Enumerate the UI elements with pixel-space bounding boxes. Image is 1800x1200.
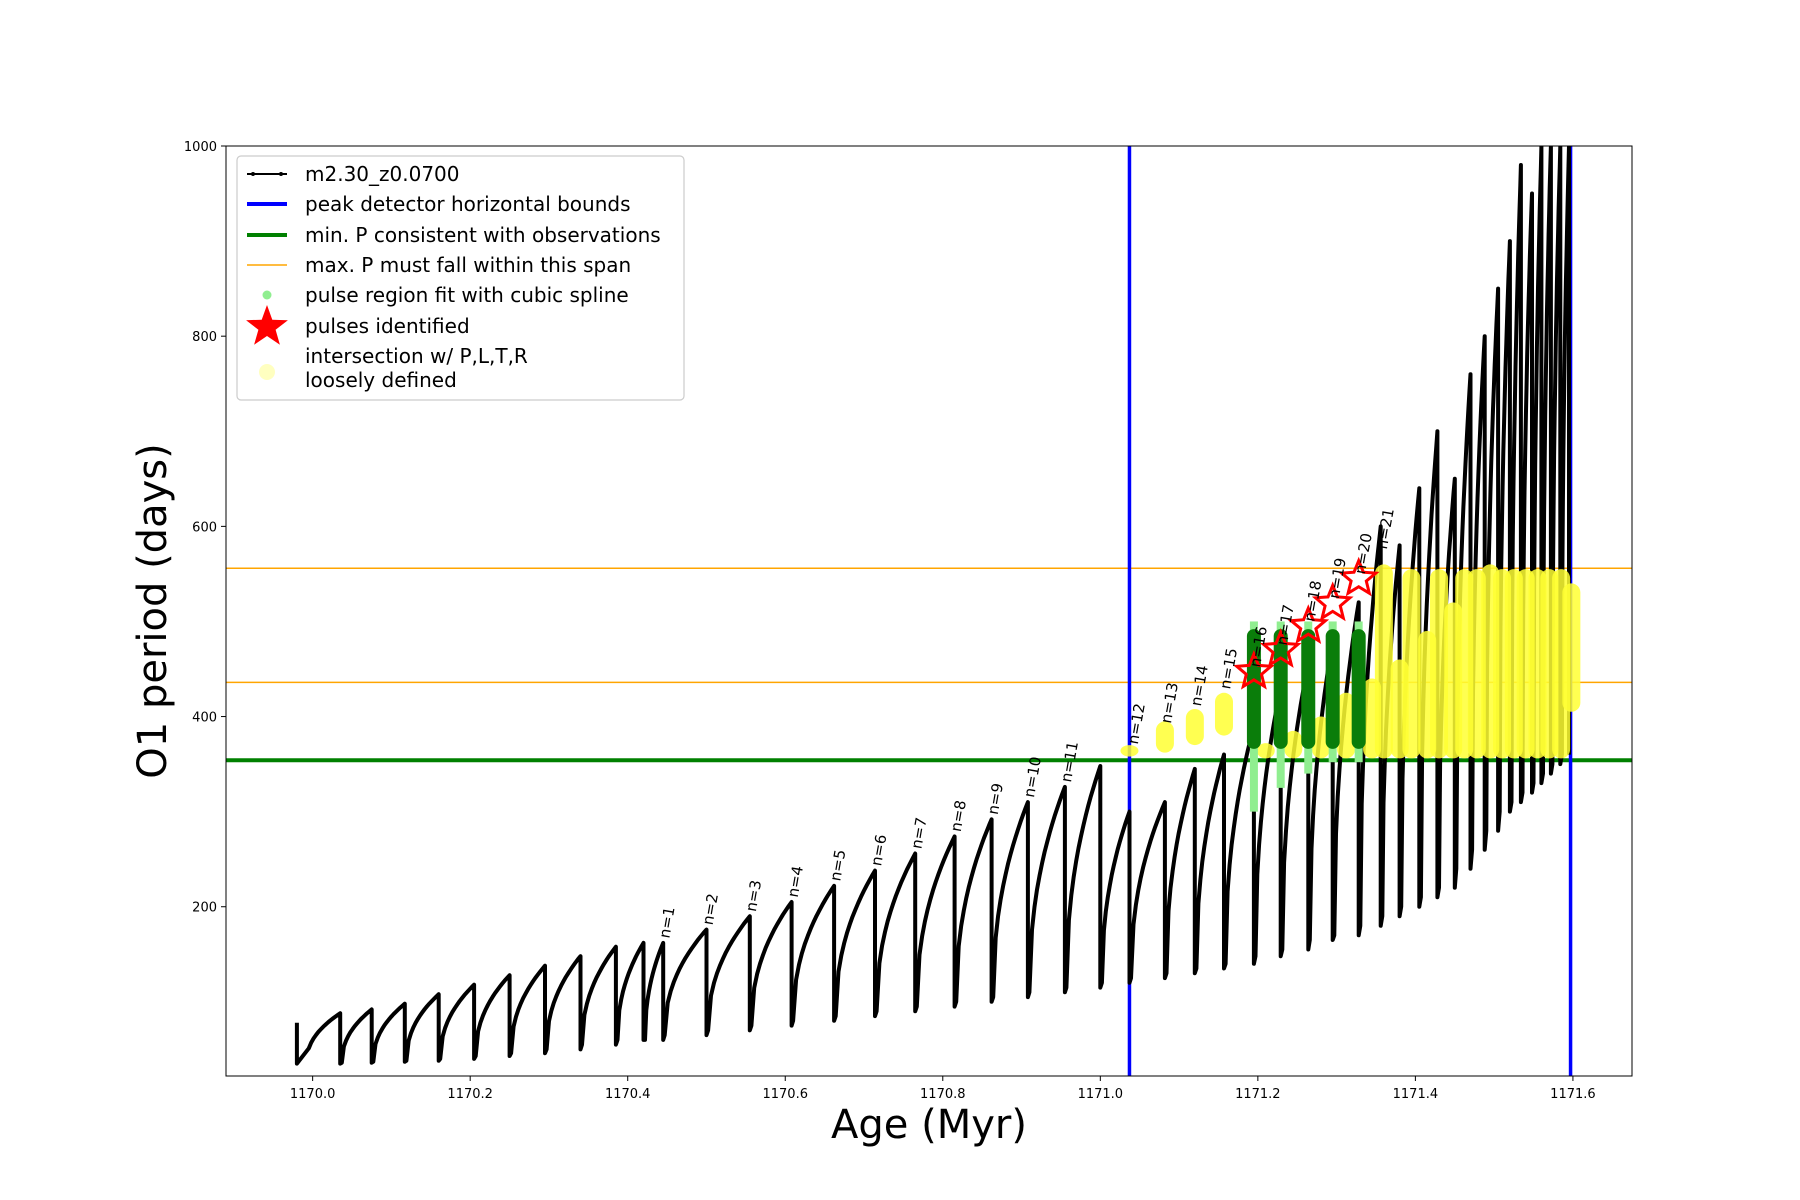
y-axis: 200 400 600 800 1000	[184, 140, 226, 916]
series-line	[294, 146, 1571, 1066]
x-tick-label: 1171.0	[1078, 1087, 1124, 1102]
y-tick-label: 1000	[184, 140, 217, 155]
legend-label: m2.30_z0.0700	[305, 162, 460, 186]
pulse-label: n=21	[1373, 507, 1398, 551]
intersection-region	[1562, 583, 1581, 712]
x-tick-label: 1170.6	[762, 1087, 808, 1102]
pulse-label: n=15	[1216, 647, 1241, 691]
pulse-star	[1337, 556, 1380, 597]
plot-area: n=1 n=2 n=3 n=4 n=5 n=6 n=7 n=8 n=9n=10 n=11n=12 n…	[226, 146, 1632, 1076]
pulse-label: n=17	[1273, 603, 1298, 647]
intersection-region	[1256, 743, 1275, 759]
intersection-region	[1185, 708, 1204, 746]
legend-label: loosely defined	[305, 368, 457, 392]
intersection-region	[1311, 716, 1330, 759]
x-tick-label: 1170.0	[290, 1087, 336, 1102]
y-tick-label: 400	[192, 711, 217, 726]
series-layer	[294, 146, 1571, 1066]
pulse-label: n=13	[1157, 681, 1182, 725]
pulse-label: n=6	[867, 833, 890, 867]
pulse-star	[1287, 604, 1330, 645]
y-tick-label: 800	[192, 330, 217, 345]
x-tick-label: 1171.6	[1550, 1087, 1596, 1102]
pulse-star	[1233, 649, 1275, 690]
pulse-label: n=9	[984, 782, 1007, 816]
legend-box	[236, 155, 685, 401]
legend-marker-icon	[251, 172, 255, 176]
intersection-region	[1374, 564, 1393, 759]
y-tick-label: 600	[192, 520, 217, 535]
intersection-region	[1214, 692, 1233, 736]
legend-label: max. P must fall within this span	[305, 253, 631, 277]
x-tick-label: 1170.4	[605, 1087, 651, 1102]
x-tick-label: 1170.2	[447, 1087, 493, 1102]
legend-star-icon	[246, 305, 288, 345]
pulse-star	[1259, 628, 1302, 668]
pulse-label: n=4	[784, 864, 807, 898]
intersection-layer	[1120, 564, 1581, 759]
legend-label: intersection w/ P,L,T,R	[305, 344, 528, 368]
pulse-label: n=5	[826, 848, 849, 882]
pulse-label: n=14	[1187, 664, 1212, 708]
x-axis-label: Age (Myr)	[831, 1102, 1027, 1148]
y-tick-label: 200	[192, 901, 217, 916]
pulse-label: n=3	[742, 879, 765, 913]
intersection-region	[1284, 730, 1303, 759]
green-pulse-bar	[1351, 629, 1366, 749]
legend-label: peak detector horizontal bounds	[305, 192, 631, 216]
pulse-label: n=1	[655, 905, 678, 939]
x-tick-label: 1171.4	[1393, 1087, 1439, 1102]
legend-dot-icon	[259, 364, 275, 380]
intersection-region	[1430, 569, 1449, 759]
intersection-region	[1402, 569, 1421, 759]
x-tick-label: 1171.2	[1235, 1087, 1281, 1102]
legend-marker-icon	[279, 172, 283, 176]
x-axis: 1170.0 1170.2 1170.4 1170.6 1170.8 1171.0 1171…	[290, 1076, 1596, 1102]
green-pulse-bar	[1325, 629, 1340, 749]
intersection-region	[1155, 721, 1174, 753]
pulse-label: n=7	[907, 816, 930, 850]
pulse-label: n=19	[1325, 556, 1350, 600]
x-tick-label: 1170.8	[920, 1087, 966, 1102]
green-bars-layer	[1246, 629, 1366, 749]
legend-dot-icon	[262, 290, 272, 300]
pulse-label: n=8	[947, 799, 970, 833]
pulse-label: n=2	[699, 892, 722, 926]
plot-frame	[225, 145, 1633, 1077]
y-axis-label: O1 period (days)	[130, 443, 176, 778]
pulse-star	[1311, 581, 1354, 622]
stars-layer	[1233, 556, 1380, 690]
green-pulse-bar	[1273, 629, 1288, 749]
intersection-region	[1337, 692, 1356, 759]
legend-label: min. P consistent with observations	[305, 223, 661, 247]
pulse-label: n=11	[1057, 740, 1082, 784]
legend-label: pulses identified	[305, 314, 470, 338]
legend-label: pulse region fit with cubic spline	[305, 283, 629, 307]
intersection-region	[1120, 745, 1139, 757]
green-pulse-bar	[1301, 629, 1316, 749]
